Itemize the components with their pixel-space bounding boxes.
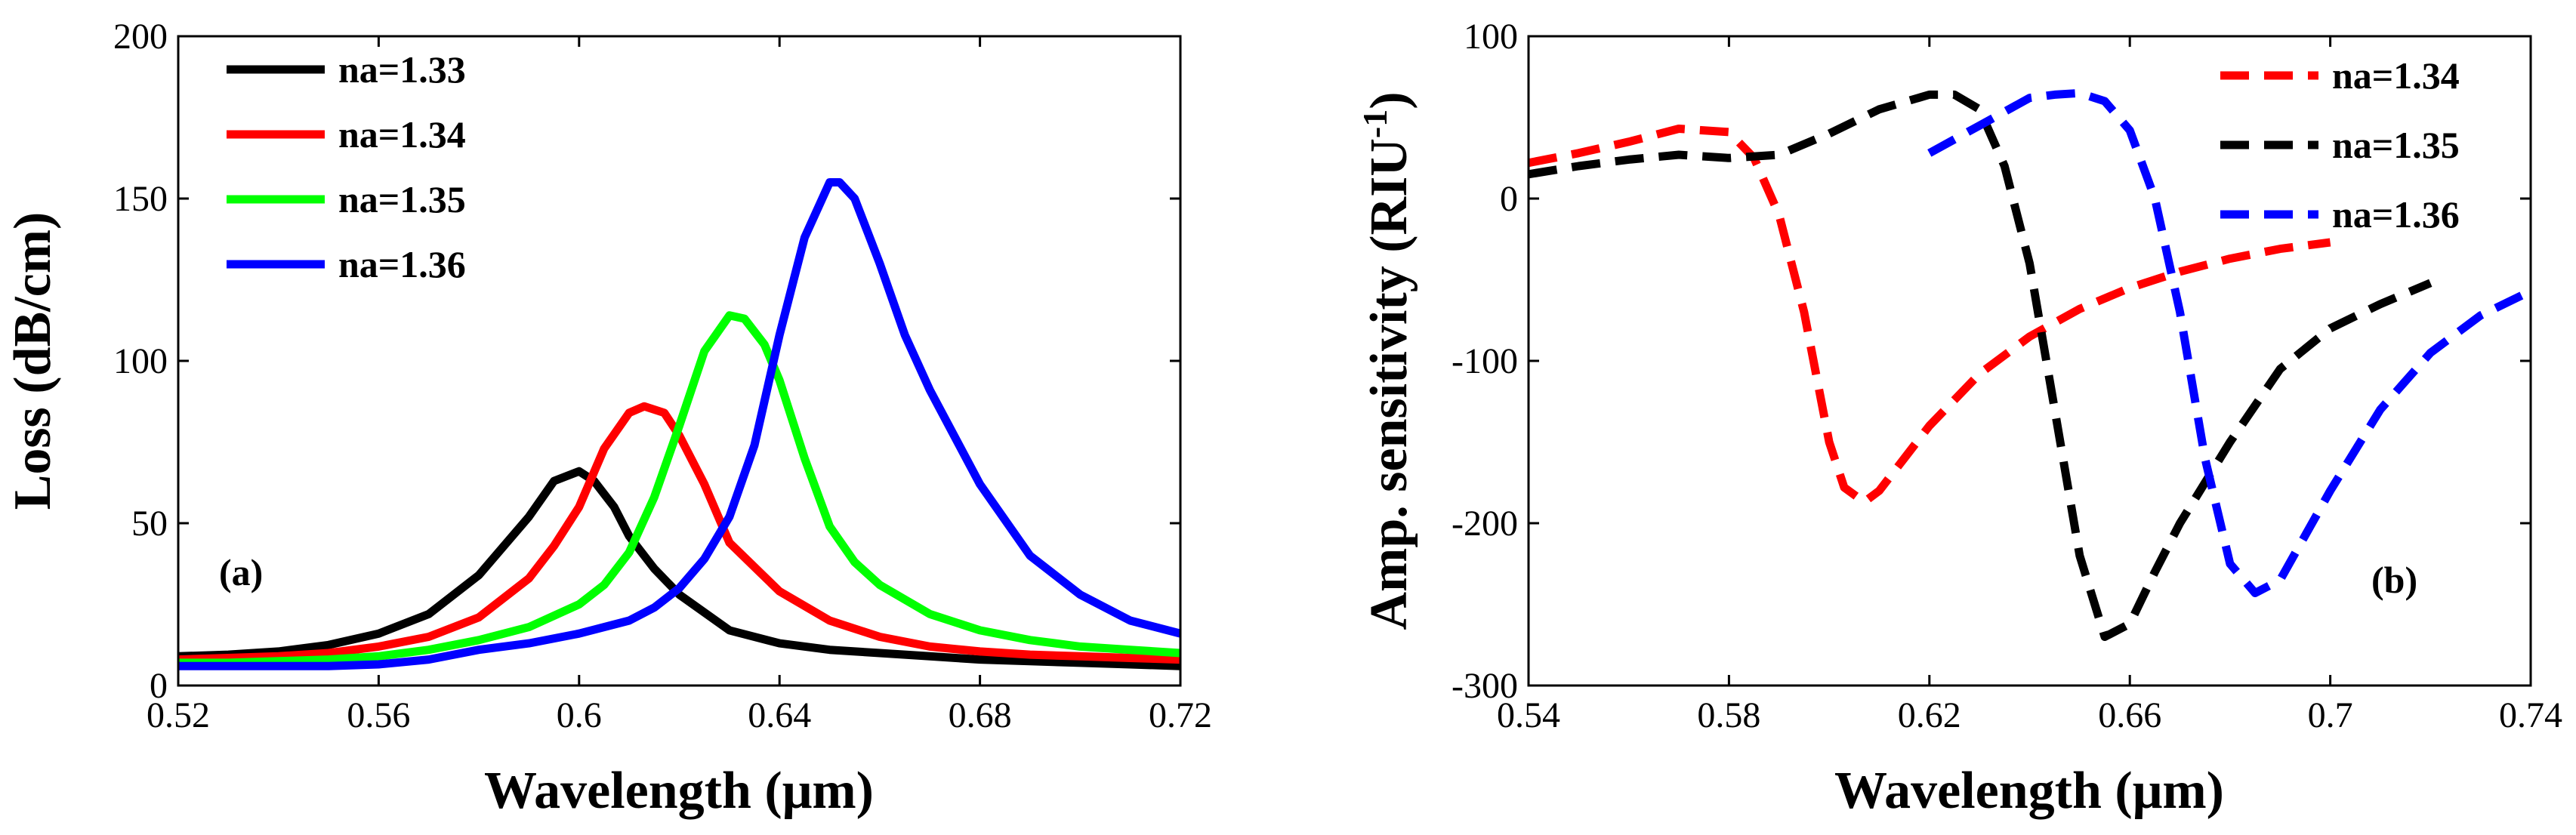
y-axis-label-b-close: ) [1360,91,1418,109]
legend-label: na=1.33 [338,48,466,91]
x-tick-label: 0.74 [2499,695,2562,735]
y-tick-label: 0 [1500,179,1518,219]
x-tick-label: 0.58 [1697,695,1760,735]
x-tick-label: 0.56 [347,695,410,735]
x-axis-label-a: Wavelength (μm) [484,762,874,820]
series-line-a-na-1-34 [178,402,1180,664]
series-layer-b [1529,88,2531,641]
y-tick-label: 0 [150,666,168,706]
series-line-a-na-1-33 [178,467,1180,670]
y-tick-label: -300 [1452,666,1518,706]
y-axis-label-b-sup: -1 [1356,109,1394,138]
y-tick-label: -100 [1452,341,1518,381]
y-tick-label: 100 [1464,17,1518,57]
x-tick-label: 0.68 [949,695,1012,735]
series-layer-a [178,178,1180,670]
x-tick-label: 0.6 [557,695,602,735]
x-tick-label: 0.52 [147,695,210,735]
legend-label: na=1.36 [338,243,466,285]
y-tick-label: 50 [131,504,168,544]
legend-label: na=1.35 [2332,124,2460,166]
y-tick-label: 200 [113,17,168,57]
ticks-layer-b: 0.54 0.58 0.62 0.66 0.7 0.74 -300 -200 -100 0 100 [1452,17,2562,735]
panel-label-a: (a) [219,551,263,593]
chart-panel-b: 0.54 0.58 0.62 0.66 0.7 0.74-300-200-1000100 … [1356,17,2562,820]
x-tick-label: 0.64 [748,695,811,735]
series-line-a-na-1-36 [178,178,1180,670]
x-tick-label: 0.54 [1497,695,1560,735]
y-axis-label-b: Amp. sensitivity (RIU-1) [1356,91,1418,630]
series-line-b-na-1-35 [1529,90,2433,641]
series-line-b-na-1-36 [1927,88,2531,597]
y-axis-label-b-main: Amp. sensitivity (RIU [1360,138,1418,630]
x-axis-label-b: Wavelength (μm) [1834,762,2224,820]
y-tick-label: 100 [113,341,168,381]
x-tick-label: 0.7 [2308,695,2353,735]
legend-label: na=1.36 [2332,193,2460,236]
legend-b: na=1.34 na=1.35 na=1.36 [2220,54,2460,236]
series-line-b-na-1-34 [1529,125,2331,507]
ticks-layer-a: 0.52 0.56 0.6 0.64 0.68 0.72 0 50 100 150 200 [113,17,1212,735]
series-line-a-na-1-35 [178,311,1180,667]
y-axis-label-a: Loss (dB/cm) [4,212,62,510]
x-tick-label: 0.62 [1898,695,1961,735]
legend-label: na=1.34 [338,113,466,156]
panel-label-b: (b) [2371,559,2417,601]
x-tick-label: 0.72 [1149,695,1212,735]
legend-a: na=1.33 na=1.34 na=1.35 na=1.36 [227,48,466,285]
x-tick-label: 0.66 [2098,695,2161,735]
legend-label: na=1.34 [2332,54,2460,97]
legend-label: na=1.35 [338,178,466,220]
y-tick-label: 150 [113,179,168,219]
chart-panel-a: 0.52 0.56 0.6 0.64 0.68 0.72 0 50 100 150 200 na=1… [4,17,1212,820]
y-tick-label: -200 [1452,504,1518,544]
